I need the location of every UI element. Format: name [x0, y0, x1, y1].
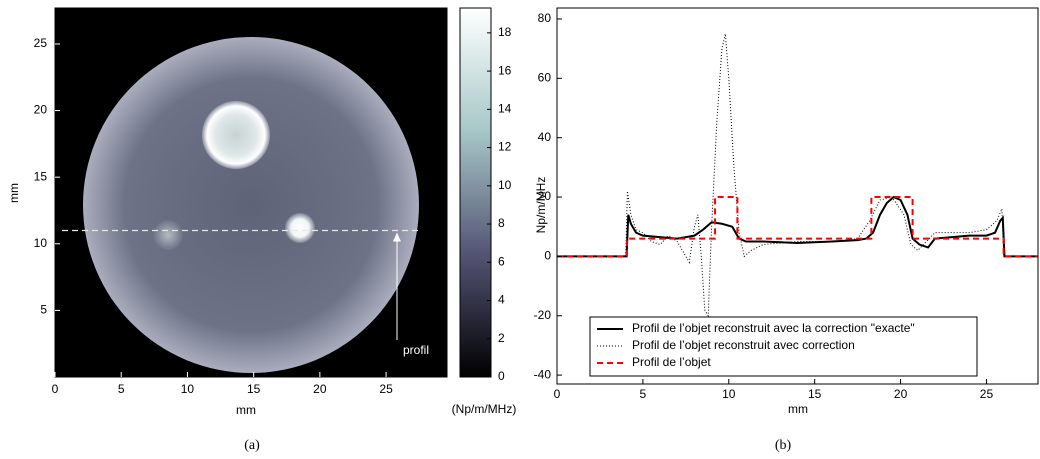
legend-box [589, 316, 978, 377]
colorbar-tick-label: 14 [498, 102, 512, 116]
colorbar-tick-label: 18 [498, 25, 512, 39]
y-tick-label: -40 [534, 367, 552, 381]
legend-label: Profil de l’objet reconstruit avec corre… [632, 338, 855, 352]
y-tick-label: 40 [538, 130, 552, 144]
colorbar-tick-label: 12 [498, 140, 512, 154]
x-tick-label: 5 [118, 382, 125, 396]
legend-label: Profil de l’objet reconstruit avec la co… [632, 321, 915, 335]
y-tick-label: 15 [34, 169, 48, 183]
x-tick-label: 25 [379, 382, 393, 396]
x-tick-label: 15 [247, 382, 261, 396]
colorbar [459, 7, 492, 378]
caption: (a) [244, 438, 260, 453]
y-axis-label: Np/m/MHz [534, 177, 548, 234]
y-tick-label: 10 [34, 236, 48, 250]
x-tick-label: 10 [722, 387, 736, 401]
image-inclusion [202, 101, 270, 169]
annotation-arrowhead [393, 232, 401, 242]
x-axis-label: mm [788, 402, 808, 416]
colorbar-label: (Np/m/MHz) [452, 402, 517, 416]
caption: (b) [775, 438, 792, 453]
plot-frame [54, 7, 448, 378]
colorbar-tick-label: 8 [498, 216, 505, 230]
annotation-label: profil [403, 343, 429, 357]
image-inclusion [285, 213, 315, 243]
x-tick-label: 20 [313, 382, 327, 396]
colorbar-tick-label: 16 [498, 63, 512, 77]
x-tick-label: 0 [52, 382, 59, 396]
series-line [557, 196, 1038, 258]
image-inclusion [153, 220, 183, 250]
y-tick-label: -20 [534, 308, 552, 322]
y-tick-label: 80 [538, 11, 552, 25]
x-tick-label: 0 [554, 387, 561, 401]
y-tick-label: 25 [34, 36, 48, 50]
plot-frame [556, 7, 1039, 385]
legend-label: Profil de l’objet [632, 355, 711, 369]
x-tick-label: 25 [980, 387, 994, 401]
y-tick-label: 5 [40, 303, 47, 317]
colorbar-tick-label: 0 [498, 369, 505, 383]
colorbar-tick-label: 2 [498, 331, 505, 345]
y-axis-label: mm [7, 183, 21, 203]
x-tick-label: 15 [808, 387, 822, 401]
y-tick-label: 20 [538, 189, 552, 203]
y-tick-label: 20 [34, 103, 48, 117]
y-tick-label: 60 [538, 71, 552, 85]
image-disk [83, 37, 419, 373]
x-axis-label: mm [236, 403, 256, 417]
x-tick-label: 20 [894, 387, 908, 401]
series-line [557, 33, 1038, 318]
x-tick-label: 5 [640, 387, 647, 401]
y-tick-label: 0 [544, 249, 551, 263]
x-tick-label: 10 [181, 382, 195, 396]
colorbar-tick-label: 10 [498, 178, 512, 192]
colorbar-tick-label: 4 [498, 293, 505, 307]
colorbar-tick-label: 6 [498, 254, 505, 268]
